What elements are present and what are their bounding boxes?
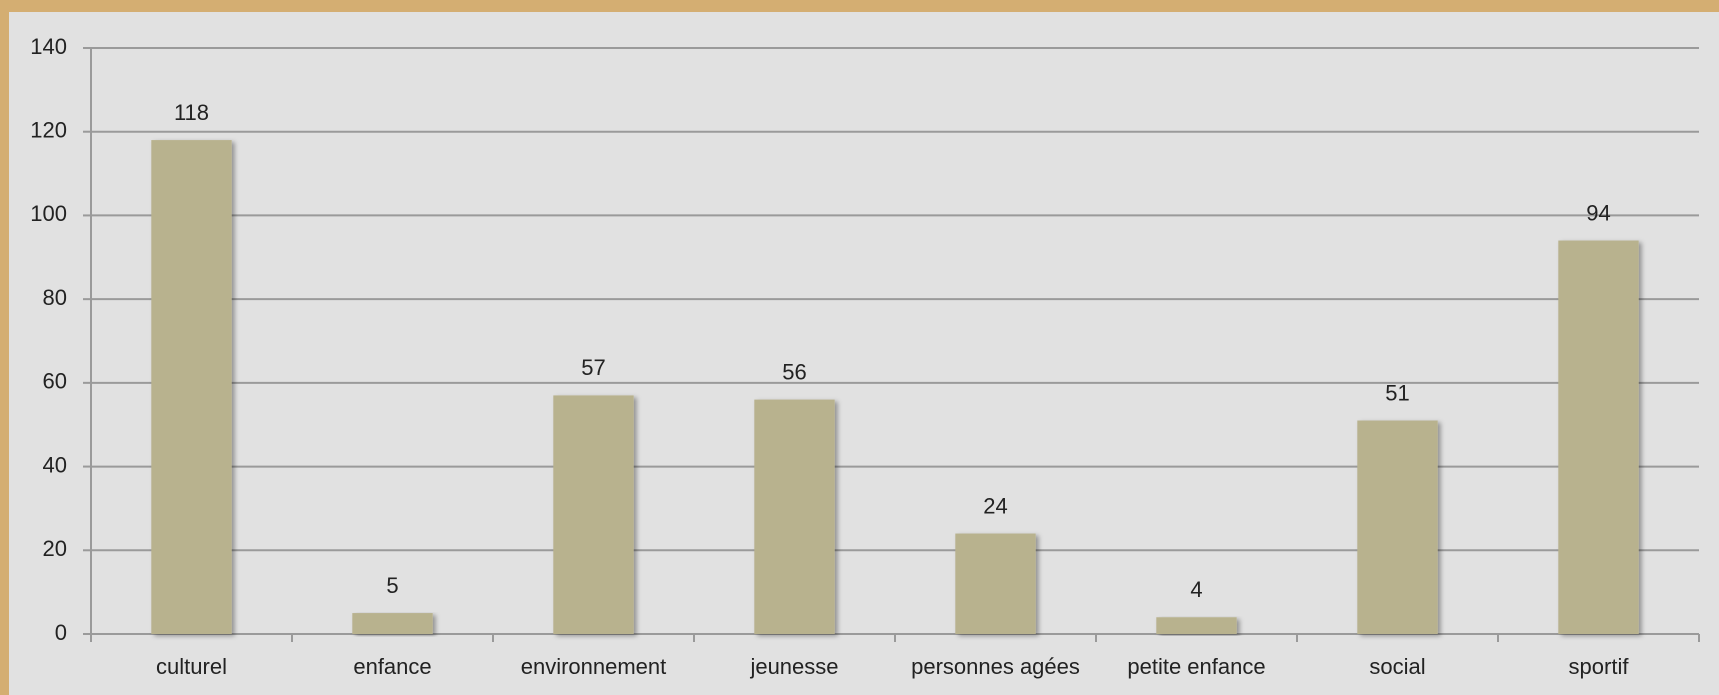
bar [1357, 420, 1438, 634]
y-tick-label: 40 [43, 452, 67, 477]
bar [352, 613, 433, 634]
x-tick-label: enfance [353, 654, 431, 679]
x-tick-label: social [1369, 654, 1425, 679]
bar [1558, 240, 1639, 635]
bar [955, 533, 1036, 634]
data-label: 57 [581, 355, 605, 380]
bar [151, 140, 232, 635]
data-label: 51 [1385, 380, 1409, 405]
x-tick-label: personnes agées [911, 654, 1080, 679]
y-tick-label: 120 [30, 118, 67, 143]
bar [553, 395, 634, 634]
data-label: 5 [386, 573, 398, 598]
x-tick-label: jeunesse [749, 654, 838, 679]
y-tick-label: 140 [30, 34, 67, 59]
data-label: 24 [983, 493, 1007, 518]
bar [754, 399, 835, 634]
plot-background [9, 12, 1719, 695]
x-tick-label: culturel [156, 654, 227, 679]
x-tick-label: sportif [1569, 654, 1630, 679]
data-label: 4 [1190, 577, 1202, 602]
x-tick-label: environnement [521, 654, 667, 679]
data-label: 94 [1586, 200, 1610, 225]
data-label: 56 [782, 359, 806, 384]
y-tick-label: 20 [43, 536, 67, 561]
data-label: 118 [174, 100, 209, 125]
x-tick-label: petite enfance [1127, 654, 1265, 679]
y-tick-label: 100 [30, 201, 67, 226]
y-tick-label: 60 [43, 369, 67, 394]
bar [1156, 617, 1237, 634]
y-tick-label: 0 [55, 620, 67, 645]
y-tick-label: 80 [43, 285, 67, 310]
